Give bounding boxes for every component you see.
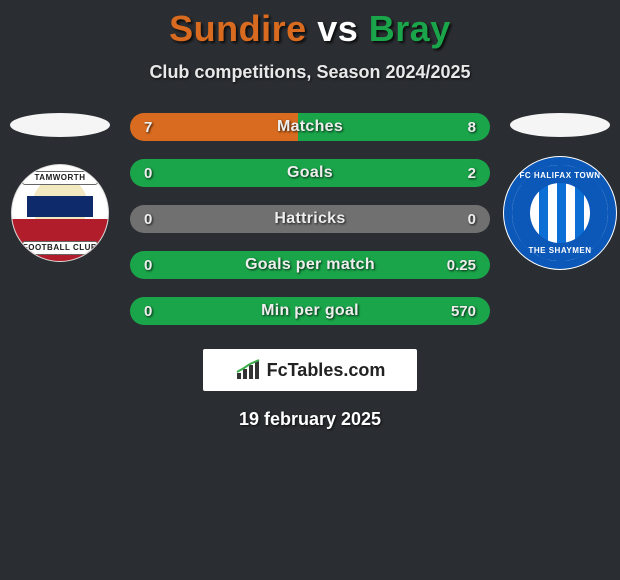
right-team-column: FC HALIFAX TOWN THE SHAYMEN xyxy=(508,113,612,261)
metric-right-value: 8 xyxy=(436,119,476,136)
left-crest-text-top: TAMWORTH xyxy=(22,171,99,185)
metric-label: Min per goal xyxy=(184,302,436,320)
metric-label: Matches xyxy=(184,118,436,136)
right-nation-flag-icon xyxy=(510,113,610,137)
metric-label: Goals xyxy=(184,164,436,182)
metric-right-value: 0.25 xyxy=(436,257,476,274)
metric-left-value: 0 xyxy=(144,303,184,320)
vs-text: vs xyxy=(317,8,358,49)
metric-right-value: 0 xyxy=(436,211,476,228)
player1-name: Sundire xyxy=(169,8,307,49)
metric-left-value: 0 xyxy=(144,165,184,182)
right-crest-text-bottom: THE SHAYMEN xyxy=(512,246,608,255)
metric-bar: 0Goals2 xyxy=(130,159,490,187)
site-name: FcTables.com xyxy=(267,360,386,381)
metric-left-value: 0 xyxy=(144,257,184,274)
metric-label: Hattricks xyxy=(184,210,436,228)
metric-bars: 7Matches80Goals20Hattricks00Goals per ma… xyxy=(112,113,508,325)
metric-bar: 0Min per goal570 xyxy=(130,297,490,325)
left-crest-text-bottom: FOOTBALL CLUB xyxy=(22,241,99,255)
metric-label: Goals per match xyxy=(184,256,436,274)
metric-bar: 0Goals per match0.25 xyxy=(130,251,490,279)
right-team-crest-icon: FC HALIFAX TOWN THE SHAYMEN xyxy=(512,165,608,261)
comparison-body: TAMWORTH FOOTBALL CLUB 7Matches80Goals20… xyxy=(0,113,620,325)
metric-bar: 7Matches8 xyxy=(130,113,490,141)
metric-bar: 0Hattricks0 xyxy=(130,205,490,233)
right-crest-text-top: FC HALIFAX TOWN xyxy=(512,171,608,180)
site-attribution[interactable]: FcTables.com xyxy=(203,349,417,391)
left-nation-flag-icon xyxy=(10,113,110,137)
left-team-crest-icon: TAMWORTH FOOTBALL CLUB xyxy=(12,165,108,261)
metric-left-value: 7 xyxy=(144,119,184,136)
left-team-column: TAMWORTH FOOTBALL CLUB xyxy=(8,113,112,261)
metric-left-value: 0 xyxy=(144,211,184,228)
page-title: Sundire vs Bray xyxy=(0,8,620,50)
bar-chart-icon xyxy=(235,359,261,381)
metric-right-value: 2 xyxy=(436,165,476,182)
metric-right-value: 570 xyxy=(436,303,476,320)
player2-name: Bray xyxy=(369,8,451,49)
snapshot-date: 19 february 2025 xyxy=(0,409,620,430)
subtitle: Club competitions, Season 2024/2025 xyxy=(0,62,620,83)
